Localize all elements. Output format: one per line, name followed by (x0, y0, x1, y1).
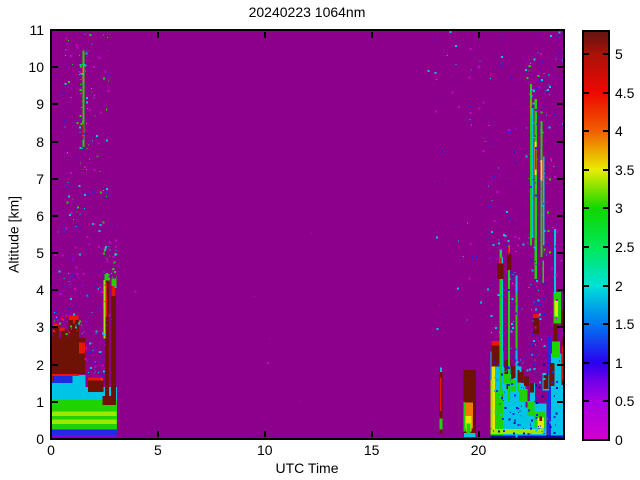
y-axis-tick-label: 3 (36, 319, 44, 336)
y-axis-tick (52, 363, 58, 366)
y-axis-tick-label: 6 (36, 207, 44, 224)
y-axis-tick (52, 29, 58, 31)
x-axis-tick (370, 431, 373, 437)
colorbar-tick-right (603, 284, 608, 287)
colorbar-tick-label: 1 (615, 354, 623, 371)
colorbar-tick (584, 400, 589, 403)
colorbar-tick-right (603, 91, 608, 94)
y-axis-tick-right (557, 400, 563, 403)
y-axis-tick-right (557, 252, 563, 255)
y-axis-tick-label: 2 (36, 356, 44, 373)
y-axis-tick-label: 10 (28, 59, 44, 76)
y-axis-tick-right (557, 66, 563, 69)
y-axis-tick (52, 326, 58, 329)
x-axis-tick-label: 0 (47, 442, 55, 458)
colorbar-tick-right (603, 53, 608, 56)
colorbar-tick (584, 168, 589, 171)
x-axis-tick-top (477, 32, 480, 38)
y-axis-tick-right (557, 289, 563, 292)
y-axis-tick-right (557, 438, 563, 440)
colorbar-tick-label: 0 (615, 432, 623, 448)
x-axis-tick (156, 431, 159, 437)
colorbar-tick-label: 5 (615, 46, 623, 63)
y-axis-tick (52, 177, 58, 180)
x-axis-tick-label: 15 (363, 442, 380, 458)
x-axis-tick-top (370, 32, 373, 38)
y-axis-tick (52, 438, 58, 440)
y-axis-tick-label: 5 (36, 245, 44, 262)
colorbar-tick-label: 3.5 (615, 161, 635, 178)
y-axis-tick-right (557, 103, 563, 106)
x-axis-tick-top (50, 32, 52, 38)
colorbar-tick-label: 2 (615, 277, 623, 294)
colorbar-tick-right (603, 168, 608, 171)
x-axis-tick-top (263, 32, 266, 38)
y-axis-tick-right (557, 326, 563, 329)
colorbar-tick (584, 246, 589, 249)
y-axis-tick-label: 0 (36, 431, 44, 447)
colorbar-tick (584, 323, 589, 326)
x-axis-tick-top (156, 32, 159, 38)
colorbar-tick-right (603, 130, 608, 133)
colorbar-tick (584, 439, 589, 441)
colorbar-tick-right (603, 246, 608, 249)
x-axis-tick-label: 10 (256, 442, 273, 458)
colorbar-tick-label: 1.5 (615, 316, 635, 333)
y-axis-tick-label: 11 (29, 22, 44, 38)
colorbar-tick (584, 207, 589, 210)
y-axis-tick-right (557, 214, 563, 217)
y-axis-tick (52, 252, 58, 255)
y-axis-tick-label: 7 (36, 170, 44, 187)
y-axis-tick (52, 103, 58, 106)
y-axis-tick-right (557, 363, 563, 366)
y-axis-tick (52, 214, 58, 217)
colorbar-tick (584, 361, 589, 364)
y-axis-tick (52, 66, 58, 69)
y-axis-tick-label: 4 (36, 282, 44, 299)
colorbar-tick-label: 4 (615, 123, 623, 140)
colorbar-tick (584, 53, 589, 56)
y-axis-tick-right (557, 177, 563, 180)
colorbar-tick-label: 2.5 (615, 239, 635, 256)
y-axis-tick (52, 289, 58, 292)
colorbar-tick-label: 3 (615, 200, 623, 217)
y-axis-tick-label: 9 (36, 96, 44, 113)
x-axis-tick (50, 431, 52, 437)
y-axis-tick-right (557, 29, 563, 31)
colorbar-tick-label: 0.5 (615, 393, 635, 410)
y-axis-label: Altitude [km] (5, 195, 22, 274)
chart-title: 20240223 1064nm (248, 4, 366, 20)
y-axis-tick (52, 140, 58, 143)
colorbar-tick (584, 284, 589, 287)
colorbar-tick-right (603, 439, 608, 441)
colorbar-tick-right (603, 323, 608, 326)
x-axis-label: UTC Time (275, 460, 339, 476)
colorbar-tick-right (603, 400, 608, 403)
x-axis-tick (477, 431, 480, 437)
y-axis-tick-label: 8 (36, 133, 44, 150)
x-axis-tick-label: 5 (153, 442, 162, 458)
x-axis-tick-label: 20 (470, 442, 487, 458)
colorbar-tick-right (603, 361, 608, 364)
x-axis-tick (263, 431, 266, 437)
colorbar-tick-right (603, 207, 608, 210)
y-axis-tick (52, 400, 58, 403)
colorbar-tick-label: 4.5 (615, 84, 635, 101)
colorbar-tick (584, 91, 589, 94)
colorbar (583, 31, 609, 440)
colorbar-tick (584, 130, 589, 133)
y-axis-tick-label: 1 (36, 393, 44, 410)
y-axis-tick-right (557, 140, 563, 143)
heatmap-canvas (51, 30, 564, 439)
